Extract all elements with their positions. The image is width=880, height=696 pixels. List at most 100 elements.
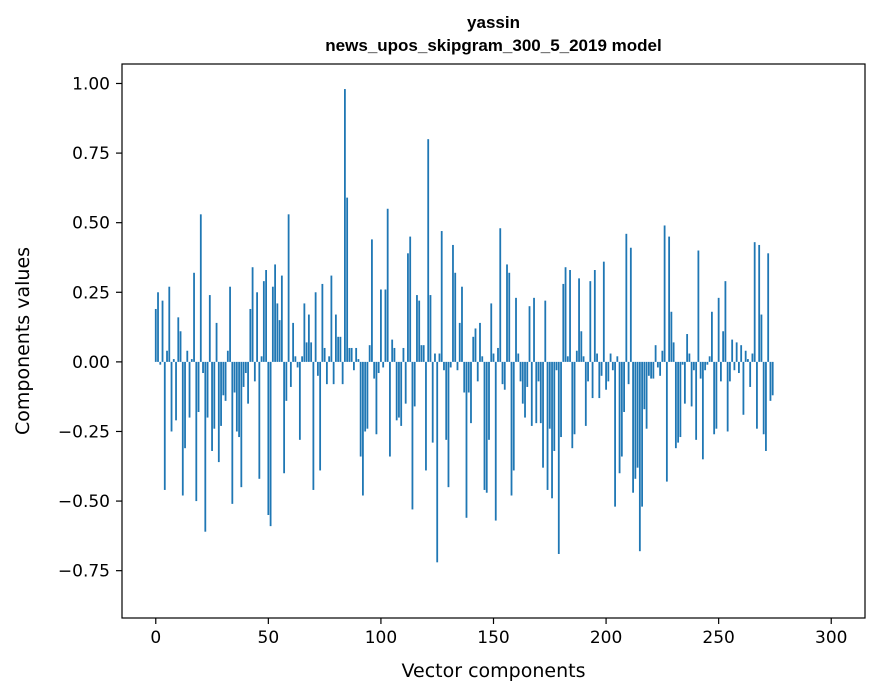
y-tick-label: −0.50	[58, 492, 110, 512]
bar-11	[179, 331, 182, 362]
bar-2	[159, 361, 162, 365]
bar-45	[256, 292, 258, 362]
bars-group	[154, 89, 774, 563]
x-axis: 0 50 100 150 200 250 300	[150, 618, 847, 648]
bar-1	[157, 292, 159, 362]
y-tick-label: 0.75	[72, 144, 110, 164]
bar-94	[366, 361, 369, 429]
bar-42	[249, 308, 252, 362]
bar-241	[697, 250, 700, 362]
bar-38	[240, 361, 243, 488]
bar-90	[357, 359, 360, 362]
bar-155	[503, 361, 506, 390]
bar-99	[377, 361, 380, 374]
bar-189	[580, 331, 583, 362]
bar-128	[443, 361, 445, 371]
bar-59	[287, 214, 290, 362]
bar-34	[231, 361, 234, 504]
bar-41	[247, 361, 249, 404]
bar-113	[409, 236, 412, 362]
bar-82	[339, 336, 342, 362]
bar-105	[391, 339, 394, 362]
bar-62	[294, 356, 297, 362]
bar-115	[413, 361, 416, 407]
bar-145	[481, 356, 484, 362]
bar-195	[593, 270, 596, 362]
bar-5	[166, 350, 168, 362]
bar-179	[557, 361, 560, 554]
bar-185	[571, 361, 574, 449]
bar-144	[479, 322, 481, 362]
bar-74	[321, 283, 324, 362]
bar-9	[175, 361, 177, 421]
bar-205	[616, 356, 619, 362]
bar-25	[211, 361, 213, 451]
bar-28	[217, 361, 220, 463]
bar-133	[454, 272, 457, 362]
bar-63	[296, 361, 299, 368]
bar-231	[674, 361, 677, 449]
bar-139	[467, 361, 470, 393]
bar-222	[654, 345, 657, 362]
bar-49	[265, 270, 267, 362]
bar-146	[483, 361, 486, 490]
bar-209	[625, 233, 628, 362]
bar-268	[758, 244, 761, 362]
bar-168	[533, 297, 535, 362]
bar-206	[618, 361, 621, 474]
bar-36	[235, 361, 238, 432]
bar-111	[404, 361, 407, 404]
bar-3	[161, 300, 164, 362]
y-tick-label: 1.00	[72, 74, 110, 94]
bar-147	[485, 361, 488, 493]
bar-266	[753, 242, 756, 362]
bar-250	[717, 297, 720, 362]
bar-8	[172, 359, 175, 362]
bar-240	[695, 361, 698, 440]
bar-264	[749, 361, 752, 387]
bar-175	[548, 361, 551, 429]
bar-70	[312, 361, 315, 490]
y-tick-label: 0.50	[72, 214, 110, 234]
bar-273	[769, 361, 772, 401]
bar-196	[596, 353, 598, 362]
bar-80	[334, 314, 337, 362]
bar-258	[735, 342, 738, 362]
bar-84	[344, 89, 346, 362]
bar-33	[229, 286, 231, 362]
bar-61	[292, 322, 295, 362]
x-tick-label: 0	[150, 628, 161, 648]
bar-252	[722, 331, 725, 362]
bar-193	[589, 281, 592, 362]
x-tick-label: 200	[590, 628, 622, 648]
bar-170	[537, 361, 540, 382]
bar-233	[679, 361, 682, 438]
bar-213	[634, 361, 637, 479]
x-tick-label: 150	[477, 628, 509, 648]
bar-47	[260, 356, 263, 362]
bar-226	[663, 225, 666, 362]
y-tick-label: −0.25	[58, 422, 110, 442]
bar-98	[375, 361, 378, 435]
bar-197	[598, 361, 601, 399]
bar-261	[742, 361, 745, 415]
bar-234	[681, 361, 684, 365]
bar-262	[744, 350, 747, 362]
bar-217	[643, 361, 646, 410]
bar-67	[305, 342, 308, 362]
bar-150	[492, 353, 495, 362]
bar-174	[546, 361, 549, 490]
bar-156	[506, 264, 508, 362]
bar-198	[600, 361, 603, 376]
bar-204	[614, 361, 616, 507]
bar-131	[449, 361, 452, 368]
bar-16	[190, 359, 193, 362]
bar-256	[731, 339, 734, 362]
bar-214	[636, 361, 639, 468]
bar-89	[355, 347, 358, 362]
bar-7	[170, 361, 173, 432]
bar-129	[445, 361, 448, 440]
y-tick-label: 0.25	[72, 283, 110, 303]
bar-259	[738, 361, 740, 374]
